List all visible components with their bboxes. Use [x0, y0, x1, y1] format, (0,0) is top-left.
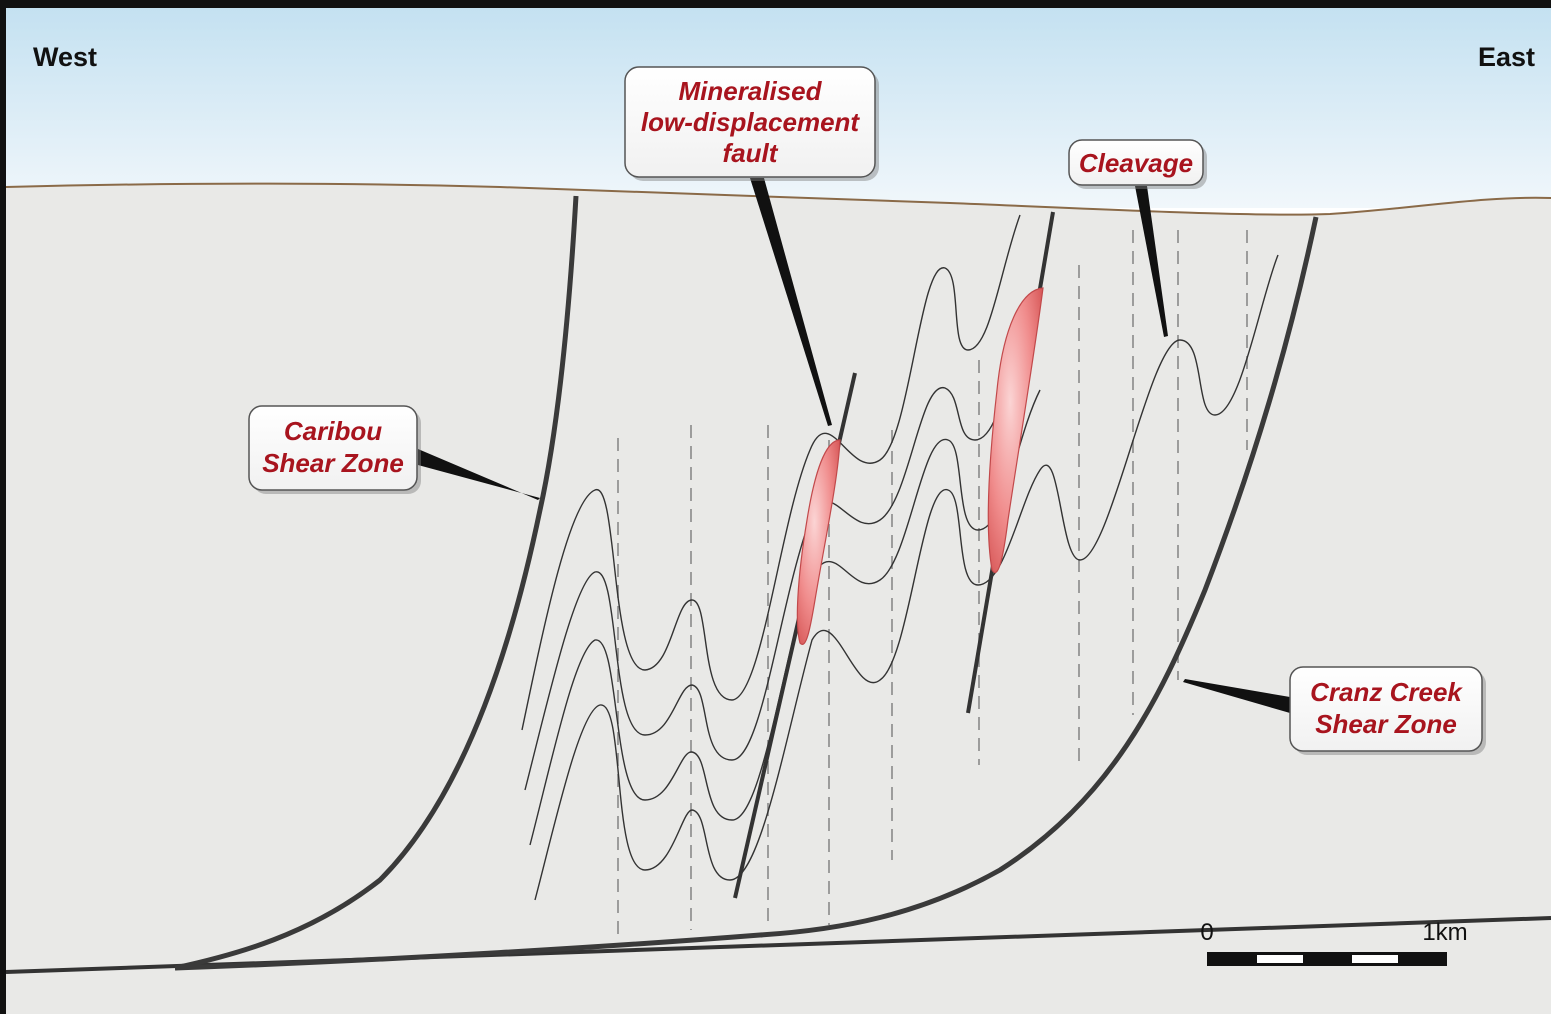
callout-caribou: Caribou Shear Zone	[248, 405, 421, 494]
scale-bar-start-label: 0	[1200, 919, 1213, 946]
callout-mineralised-line-2: low-displacement	[641, 107, 860, 137]
callout-cranz-line-1: Cranz Creek	[1310, 677, 1463, 707]
leader-mineralised-fault	[750, 178, 832, 426]
callout-leaders	[418, 178, 1290, 713]
callout-caribou-line-2: Shear Zone	[262, 448, 404, 478]
callout-cleavage-text: Cleavage	[1079, 148, 1193, 178]
leader-cleavage	[1135, 186, 1168, 337]
scale-bar-end-label: 1km	[1422, 919, 1467, 946]
ground-section	[6, 183, 1551, 1014]
ore-body-west	[796, 439, 841, 645]
scale-bar: 0 1km	[1200, 919, 1468, 966]
callout-cleavage: Cleavage	[1068, 139, 1207, 189]
callout-caribou-line-1: Caribou	[284, 416, 382, 446]
caribou-shear-zone-line	[174, 195, 579, 971]
callout-mineralised-line-3: fault	[723, 138, 779, 168]
callout-mineralised-fault: Mineralised low-displacement fault	[624, 66, 879, 181]
callout-cranz-creek: Cranz Creek Shear Zone	[1289, 666, 1486, 755]
ore-body-east	[987, 287, 1044, 573]
ground-surface-line	[5, 182, 1551, 216]
cranz-creek-shear-zone-line	[174, 216, 1319, 971]
leader-cranz-creek	[1183, 679, 1290, 713]
cleavage-dashed-lines	[617, 230, 1248, 935]
leader-caribou	[418, 449, 540, 500]
east-label: East	[1478, 42, 1535, 72]
west-label: West	[33, 42, 97, 72]
callout-mineralised-line-1: Mineralised	[678, 76, 822, 106]
callout-cranz-line-2: Shear Zone	[1315, 709, 1457, 739]
